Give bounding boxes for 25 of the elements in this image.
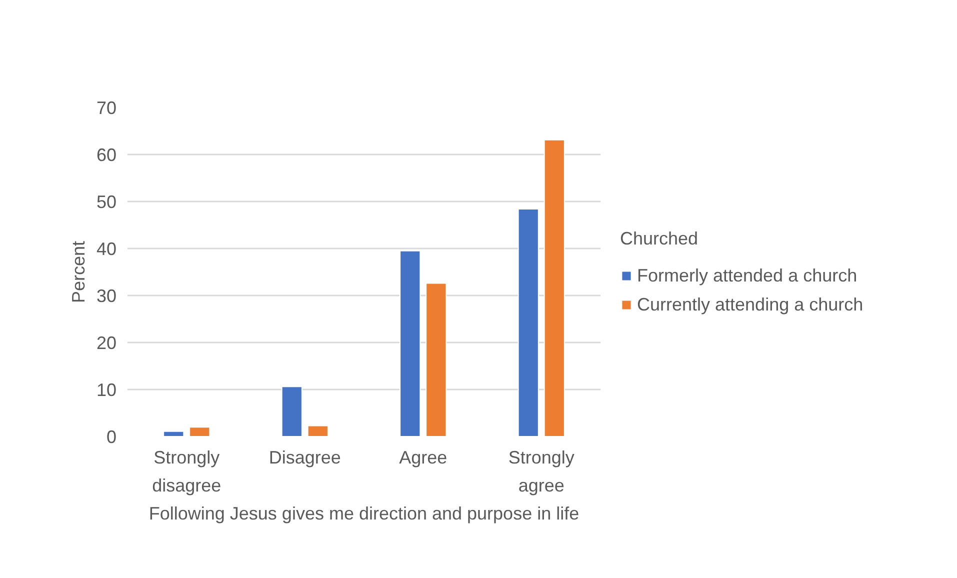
y-tick-label: 20: [96, 333, 117, 353]
x-tick-label: Strongly disagree: [152, 448, 222, 496]
y-tick-label: 10: [96, 380, 117, 400]
bar: [544, 139, 565, 436]
y-tick-label: 50: [96, 192, 117, 212]
y-tick-label: 30: [96, 286, 117, 306]
bar: [163, 430, 184, 436]
legend-title: Churched: [620, 228, 700, 249]
bar: [426, 282, 447, 436]
bar: [189, 426, 210, 436]
bar: [518, 208, 539, 436]
y-axis-title: Percent: [68, 240, 88, 304]
y-tick-label: 0: [106, 427, 117, 447]
bar: [281, 386, 302, 436]
legend-label: Formerly attended a church: [637, 265, 858, 286]
y-tick-label: 60: [96, 145, 117, 165]
x-tick-label: Strongly agree: [508, 448, 574, 496]
x-tick-label: Disagree: [268, 448, 341, 468]
legend-label: Currently attending a church: [637, 294, 864, 315]
y-tick-label: 70: [96, 98, 117, 118]
y-tick-label: 40: [96, 239, 117, 259]
bar: [307, 425, 328, 436]
x-axis-title: Following Jesus gives me direction and purpose in life: [148, 504, 580, 524]
bar: [400, 250, 421, 436]
x-tick-label: Agree: [399, 448, 448, 468]
